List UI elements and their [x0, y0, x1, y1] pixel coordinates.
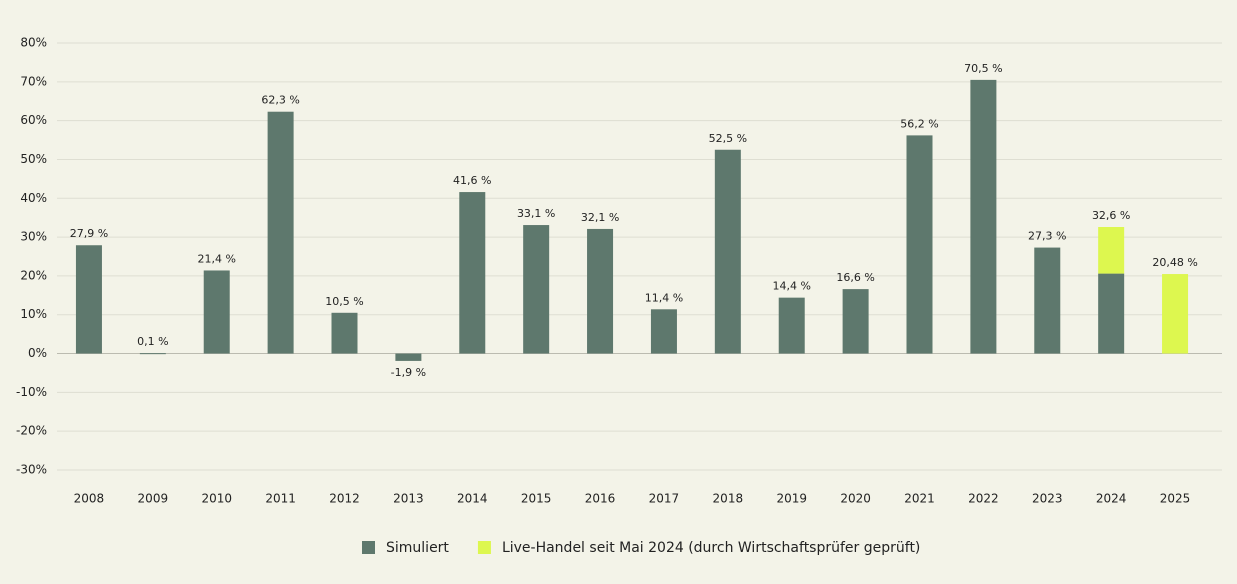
y-tick-label: -30%	[16, 463, 47, 477]
x-tick-label: 2008	[74, 492, 105, 506]
value-label: 52,5 %	[709, 132, 747, 145]
x-tick-label: 2022	[968, 492, 999, 506]
bar	[906, 135, 933, 354]
x-tick-label: 2016	[585, 492, 616, 506]
legend-label: Simuliert	[386, 540, 449, 556]
bar	[267, 111, 294, 354]
value-label: 27,3 %	[1028, 230, 1066, 243]
bar	[139, 353, 166, 355]
value-label: -1,9 %	[391, 366, 426, 379]
bar	[1162, 274, 1189, 354]
bar	[203, 270, 230, 354]
bar	[587, 228, 614, 354]
bar	[778, 297, 805, 354]
value-label: 32,1 %	[581, 211, 619, 224]
y-tick-label: 20%	[20, 268, 47, 282]
value-label: 20,48 %	[1152, 256, 1197, 269]
legend-swatch	[477, 541, 491, 554]
y-tick-label: -10%	[16, 385, 47, 399]
legend-swatch	[362, 541, 375, 554]
x-tick-label: 2015	[521, 492, 552, 506]
value-label: 0,1 %	[137, 335, 168, 348]
x-tick-label: 2023	[1032, 492, 1063, 506]
value-label: 70,5 %	[964, 62, 1002, 75]
value-label: 32,6 %	[1092, 209, 1130, 222]
value-label: 56,2 %	[900, 117, 938, 130]
value-label: 16,6 %	[836, 271, 874, 284]
value-label: 33,1 %	[517, 207, 555, 220]
y-tick-label: 30%	[20, 230, 47, 244]
bar	[459, 192, 486, 354]
x-tick-label: 2019	[776, 492, 807, 506]
bar	[714, 149, 741, 354]
bar	[395, 353, 422, 361]
bar	[970, 79, 997, 354]
y-tick-label: 10%	[20, 307, 47, 321]
y-tick-label: -20%	[16, 424, 47, 438]
y-tick-label: 40%	[20, 191, 47, 205]
x-tick-label: 2024	[1096, 492, 1127, 506]
bar	[842, 289, 869, 354]
bar	[1034, 247, 1061, 354]
x-tick-label: 2011	[265, 492, 296, 506]
bar	[331, 312, 358, 354]
x-tick-label: 2017	[649, 492, 680, 506]
x-tick-label: 2025	[1160, 492, 1191, 506]
y-tick-label: 70%	[20, 74, 47, 88]
x-tick-label: 2010	[201, 492, 232, 506]
value-label: 27,9 %	[70, 227, 108, 240]
x-tick-label: 2020	[840, 492, 871, 506]
value-label: 14,4 %	[772, 280, 810, 293]
value-label: 10,5 %	[325, 295, 363, 308]
legend-label: Live-Handel seit Mai 2024 (durch Wirtsch…	[502, 540, 920, 556]
value-label: 41,6 %	[453, 174, 491, 187]
x-tick-label: 2014	[457, 492, 488, 506]
value-label: 11,4 %	[645, 291, 683, 304]
y-tick-label: 50%	[20, 152, 47, 166]
x-tick-label: 2013	[393, 492, 424, 506]
y-tick-label: 0%	[28, 346, 47, 360]
value-label: 21,4 %	[197, 252, 235, 265]
bar	[1098, 273, 1125, 354]
bar	[650, 309, 677, 354]
value-label: 62,3 %	[261, 94, 299, 107]
bar	[523, 225, 550, 354]
y-tick-label: 60%	[20, 113, 47, 127]
x-tick-label: 2018	[713, 492, 744, 506]
bar	[1098, 226, 1125, 274]
x-tick-label: 2012	[329, 492, 360, 506]
x-tick-label: 2009	[138, 492, 169, 506]
bar	[75, 245, 102, 354]
y-tick-label: 80%	[20, 36, 47, 50]
x-tick-label: 2021	[904, 492, 935, 506]
